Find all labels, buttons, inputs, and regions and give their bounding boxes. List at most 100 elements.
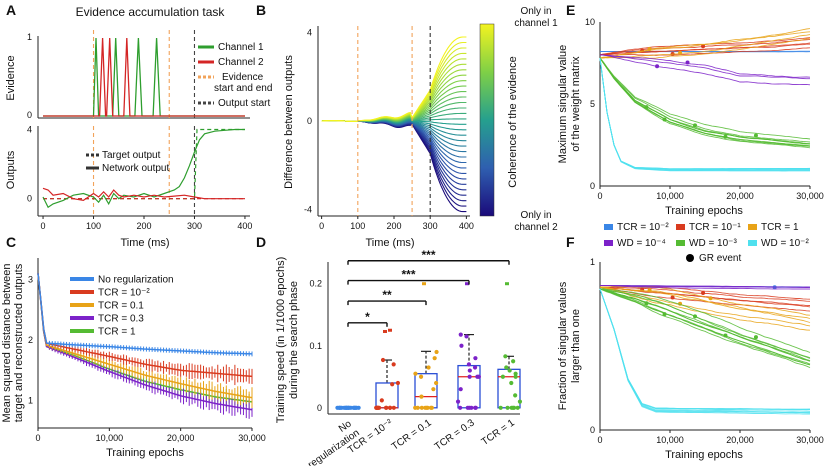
b-xtick-200: 200 [386, 221, 401, 231]
cbar-bot-2: channel 2 [514, 222, 558, 233]
b-plot: 0 100 200 300 400 -4 0 4 [304, 26, 474, 231]
c-legend-label-3: TCR = 0.3 [98, 314, 144, 325]
e-ytick-10: 10 [585, 17, 595, 27]
panel-label-f: F [566, 234, 575, 250]
e-run-green [599, 57, 811, 145]
d-point [419, 394, 424, 399]
e-run-green [599, 57, 811, 140]
d-ytick-0.2: 0.2 [309, 279, 322, 289]
d-point [348, 405, 353, 410]
d-point [434, 349, 439, 355]
c-legend-label-2: TCR = 0.1 [98, 301, 144, 312]
e-gr-event [753, 133, 758, 138]
panel-a-top-axes: 1 0 Evidence [5, 32, 250, 120]
c-series-blue [37, 273, 253, 355]
c-xtick-0: 0 [35, 433, 40, 443]
e-run-cyan [599, 58, 811, 171]
d-point [418, 374, 424, 379]
panel-a-legend2: Target output Network output [86, 150, 169, 174]
f-gr-event [708, 296, 713, 301]
c-ytick-1: 1 [28, 396, 33, 406]
f-ytick-1: 1 [590, 257, 595, 267]
f-gr-event [670, 295, 675, 300]
f-plot: 0 10,000 20,000 30,000 0 1 [590, 257, 824, 445]
d-point [473, 356, 478, 361]
e-run-cyan [599, 58, 810, 171]
legend-target-output: Target output [102, 150, 161, 161]
e-xlabel: Training epochs [665, 205, 743, 217]
e-run-green [599, 57, 811, 143]
f-xtick-30000: 30,000 [796, 435, 824, 445]
e-run-green [599, 57, 811, 147]
d-point [458, 387, 463, 392]
d-point [504, 365, 509, 370]
a-bot-series-3 [42, 187, 245, 202]
d-sig-label-3: *** [421, 248, 435, 262]
d-point [507, 368, 512, 373]
ef-legend-label-2: TCR = 1 [761, 222, 799, 233]
d-point [387, 405, 393, 410]
e-run-purple [599, 54, 810, 80]
e-ylabel-2: of the weight matrix [570, 56, 582, 152]
e-ytick-5: 5 [590, 99, 595, 109]
f-run-red [599, 286, 811, 302]
d-point [342, 405, 347, 410]
f-gr-event [647, 288, 652, 293]
d-point [511, 359, 516, 364]
d-point [380, 357, 386, 363]
a-xlabel: Time (ms) [120, 237, 169, 249]
d-point [505, 405, 510, 410]
e-run-orange [599, 28, 811, 59]
panel-e-axes: Maximum singular value of the weight mat… [557, 22, 810, 217]
f-xtick-10000: 10,000 [656, 435, 684, 445]
d-point [509, 380, 514, 386]
b-xtick-0: 0 [319, 221, 324, 231]
ef-legend-label-0: TCR = 10⁻² [617, 222, 669, 233]
d-point [391, 362, 396, 367]
c-series-purple [37, 273, 253, 411]
d-point [434, 380, 439, 386]
legend-network-output: Network output [102, 163, 169, 174]
c-series-red [37, 273, 253, 378]
a-top-series-channel-2 [43, 37, 245, 117]
b-curve [321, 52, 467, 122]
panel-label-e: E [566, 2, 575, 18]
d-ytick-0.1: 0.1 [309, 341, 322, 351]
d-cat-label-3: TCR = 0.3 [433, 417, 477, 453]
panel-a-legend: Channel 1 Channel 2 Evidence start and e… [198, 42, 272, 109]
d-point [517, 399, 523, 404]
a-top-ytick-1: 1 [27, 32, 32, 42]
d-point [510, 405, 516, 410]
legend-channel2: Channel 2 [218, 57, 264, 68]
e-xtick-10000: 10,000 [656, 191, 684, 201]
f-run-green [599, 288, 811, 359]
c-series-green [37, 273, 253, 403]
cbar-top-1: Only in [520, 6, 551, 17]
b-curve [321, 120, 467, 174]
d-point [374, 405, 379, 410]
d-point [513, 374, 518, 379]
d-point [413, 371, 418, 376]
c-ytick-3: 3 [28, 274, 33, 284]
d-point [467, 374, 472, 379]
legend-channel1: Channel 1 [218, 42, 264, 53]
b-ytick--4: -4 [304, 204, 312, 214]
f-gr-event [644, 301, 649, 306]
b-curve [321, 120, 467, 213]
d-cat-label-2: TCR = 0.1 [390, 417, 434, 453]
b-curve [321, 58, 467, 122]
b-xtick-400: 400 [459, 221, 474, 231]
d-point [383, 405, 389, 410]
a-xtick-400: 400 [237, 221, 252, 231]
cbar-label: Coherence of the evidence [507, 56, 519, 187]
a-bot-ylabel: Outputs [5, 150, 17, 189]
ef-legend-gr-dot [686, 254, 694, 262]
b-curve [321, 120, 467, 185]
d-point [513, 393, 518, 398]
f-run-cyan [599, 288, 811, 413]
d-point [503, 354, 508, 359]
d-point [459, 343, 464, 348]
f-run-green [599, 288, 811, 362]
d-sig-label-2: *** [401, 268, 415, 282]
b-xlabel: Time (ms) [365, 237, 414, 249]
